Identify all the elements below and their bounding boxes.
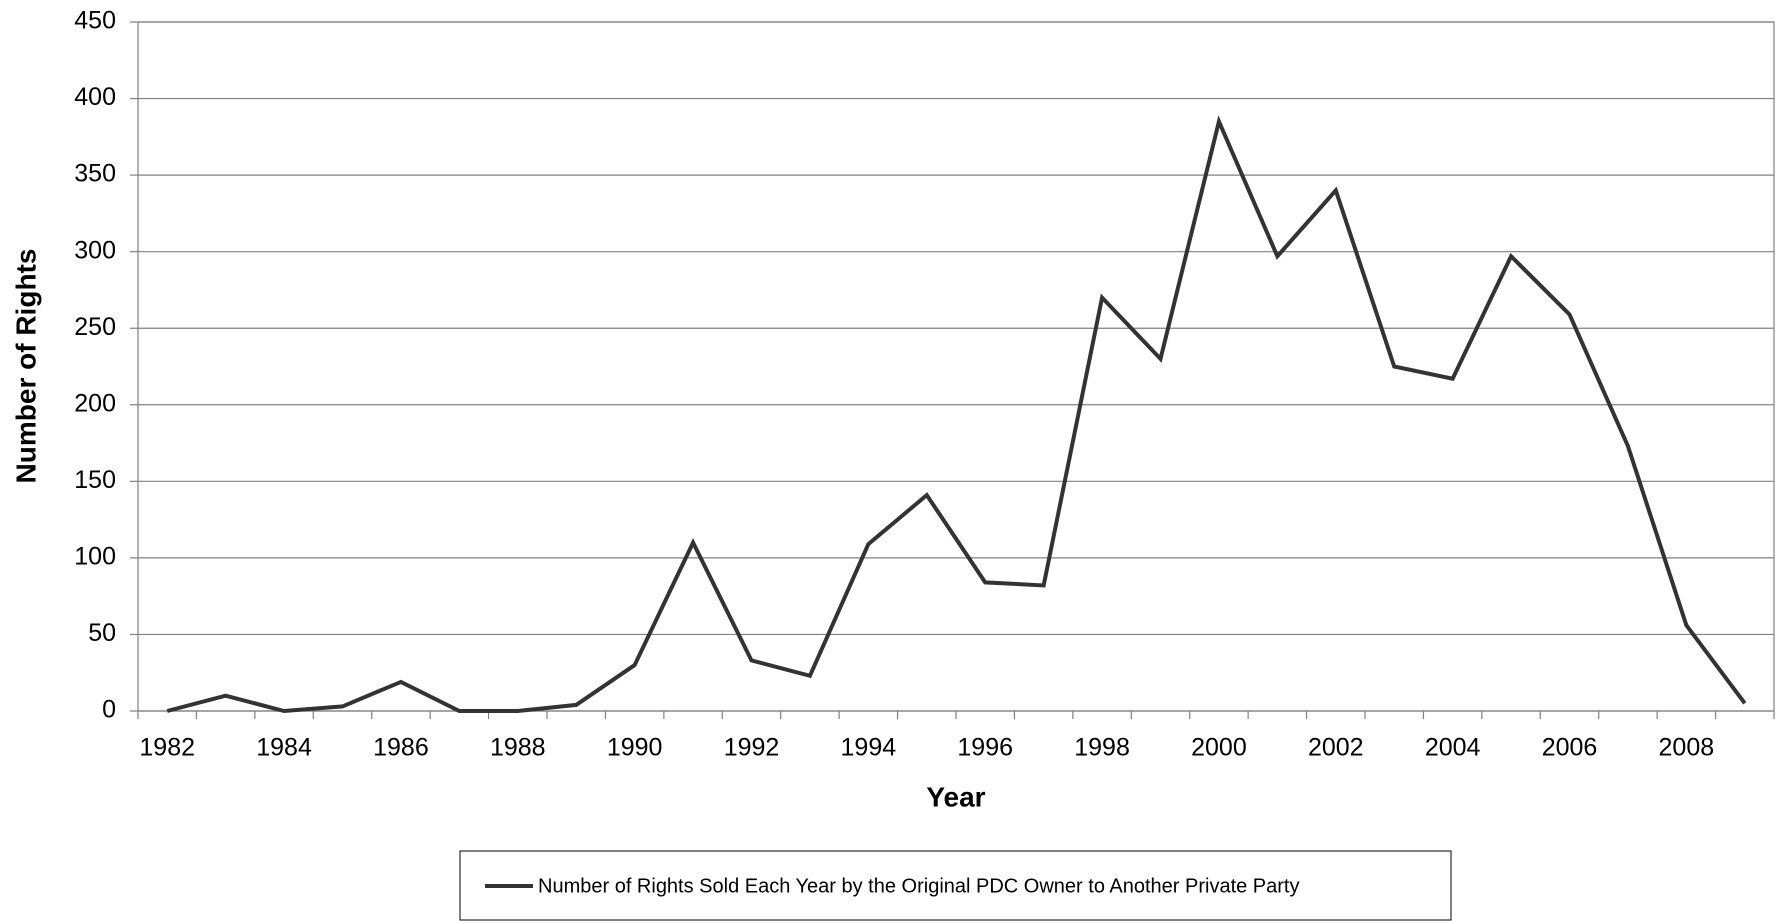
y-tick-label: 200 [74, 389, 116, 417]
y-tick-label: 150 [74, 466, 116, 494]
legend-box [459, 850, 1452, 921]
plot-frame [137, 21, 1775, 712]
x-tick-label: 2002 [1308, 734, 1364, 762]
x-tick-label: 1992 [724, 734, 780, 762]
y-tick-label: 0 [102, 696, 116, 724]
x-tick-label: 1982 [139, 734, 195, 762]
x-tick-label: 1988 [490, 734, 546, 762]
y-axis-title: Number of Rights [10, 249, 41, 484]
x-axis-title: Year [926, 781, 985, 812]
y-tick-label: 250 [74, 313, 116, 341]
y-tick-label: 450 [74, 7, 116, 35]
x-tick-label: 2008 [1659, 734, 1715, 762]
y-tick-label: 100 [74, 542, 116, 570]
x-tick-label: 2004 [1425, 734, 1481, 762]
x-tick-label: 2000 [1191, 734, 1247, 762]
y-tick-label: 50 [88, 619, 116, 647]
x-tick-label: 1998 [1074, 734, 1130, 762]
x-tick-label: 1986 [373, 734, 429, 762]
x-tick-label: 1996 [957, 734, 1013, 762]
x-tick-label: 1994 [841, 734, 897, 762]
y-tick-label: 350 [74, 160, 116, 188]
y-tick-label: 400 [74, 83, 116, 111]
legend-label: Number of Rights Sold Each Year by the O… [538, 875, 1299, 897]
y-tick-label: 300 [74, 236, 116, 264]
x-tick-label: 2006 [1542, 734, 1598, 762]
x-tick-label: 1984 [256, 734, 312, 762]
data-line [166, 115, 1747, 714]
x-tick-label: 1990 [607, 734, 663, 762]
